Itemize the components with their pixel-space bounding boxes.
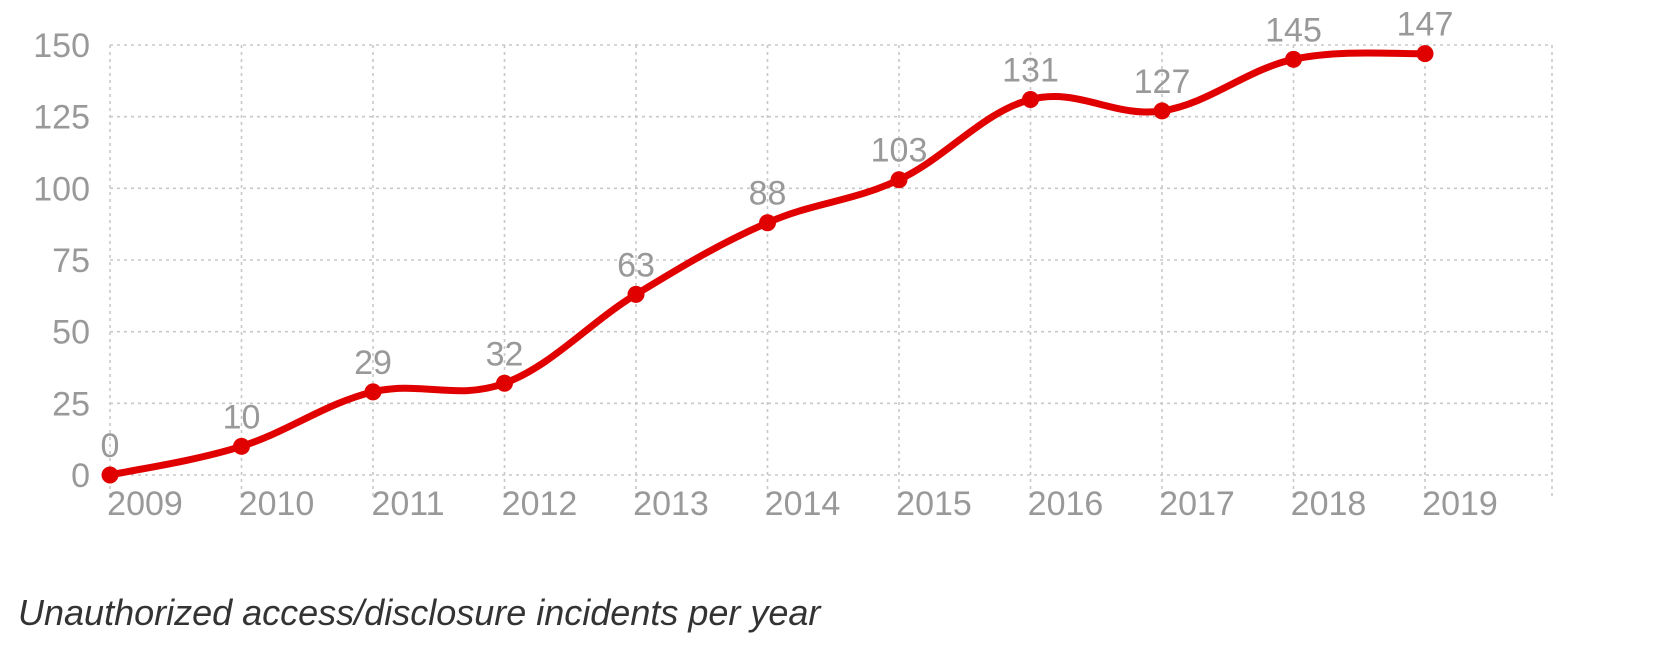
data-label: 0 [101,427,120,465]
data-label: 32 [486,335,524,373]
data-point [627,285,645,303]
data-point [1285,50,1302,68]
x-tick-label: 2018 [1291,485,1367,523]
y-tick-label: 50 [52,314,90,352]
data-point [759,214,776,232]
data-label: 103 [871,132,928,170]
data-point [890,171,908,189]
data-point [1153,102,1171,120]
data-point [101,466,119,484]
data-points [101,45,1434,484]
data-labels: 0 10 29 32 63 88 103 131 127 145 147 [101,6,1454,465]
x-tick-label: 2011 [371,485,444,523]
y-tick-label: 125 [33,99,90,137]
data-point [1022,90,1039,108]
chart-caption: Unauthorized access/disclosure incidents… [18,592,821,633]
x-tick-label: 2012 [502,485,578,523]
data-label: 29 [354,344,392,382]
y-tick-label: 150 [33,27,90,65]
x-tick-label: 2016 [1028,485,1104,523]
y-tick-label: 75 [52,242,90,280]
data-label: 63 [617,246,655,284]
data-label: 145 [1265,11,1322,49]
data-label: 127 [1134,63,1191,101]
data-point [364,383,382,401]
x-axis-ticks: 2009 2010 2011 2012 2013 2014 2015 2016 2017 2018… [107,485,1498,523]
x-tick-label: 2009 [107,485,183,523]
x-tick-label: 2013 [633,485,709,523]
data-label: 88 [749,175,787,213]
data-point [496,374,513,392]
y-tick-label: 0 [71,457,90,495]
x-tick-label: 2017 [1159,485,1235,523]
data-label: 131 [1002,51,1059,89]
x-tick-label: 2015 [896,485,972,523]
data-point [1416,45,1434,63]
grid [109,44,1553,497]
x-tick-label: 2010 [239,485,315,523]
x-tick-label: 2019 [1422,485,1498,523]
data-label: 10 [223,398,261,436]
x-tick-label: 2014 [765,485,841,523]
data-point [233,437,250,455]
y-tick-label: 25 [52,385,90,423]
y-tick-label: 100 [33,170,90,208]
data-label: 147 [1397,6,1454,44]
y-axis-ticks: 0 25 50 75 100 125 150 [33,27,90,495]
